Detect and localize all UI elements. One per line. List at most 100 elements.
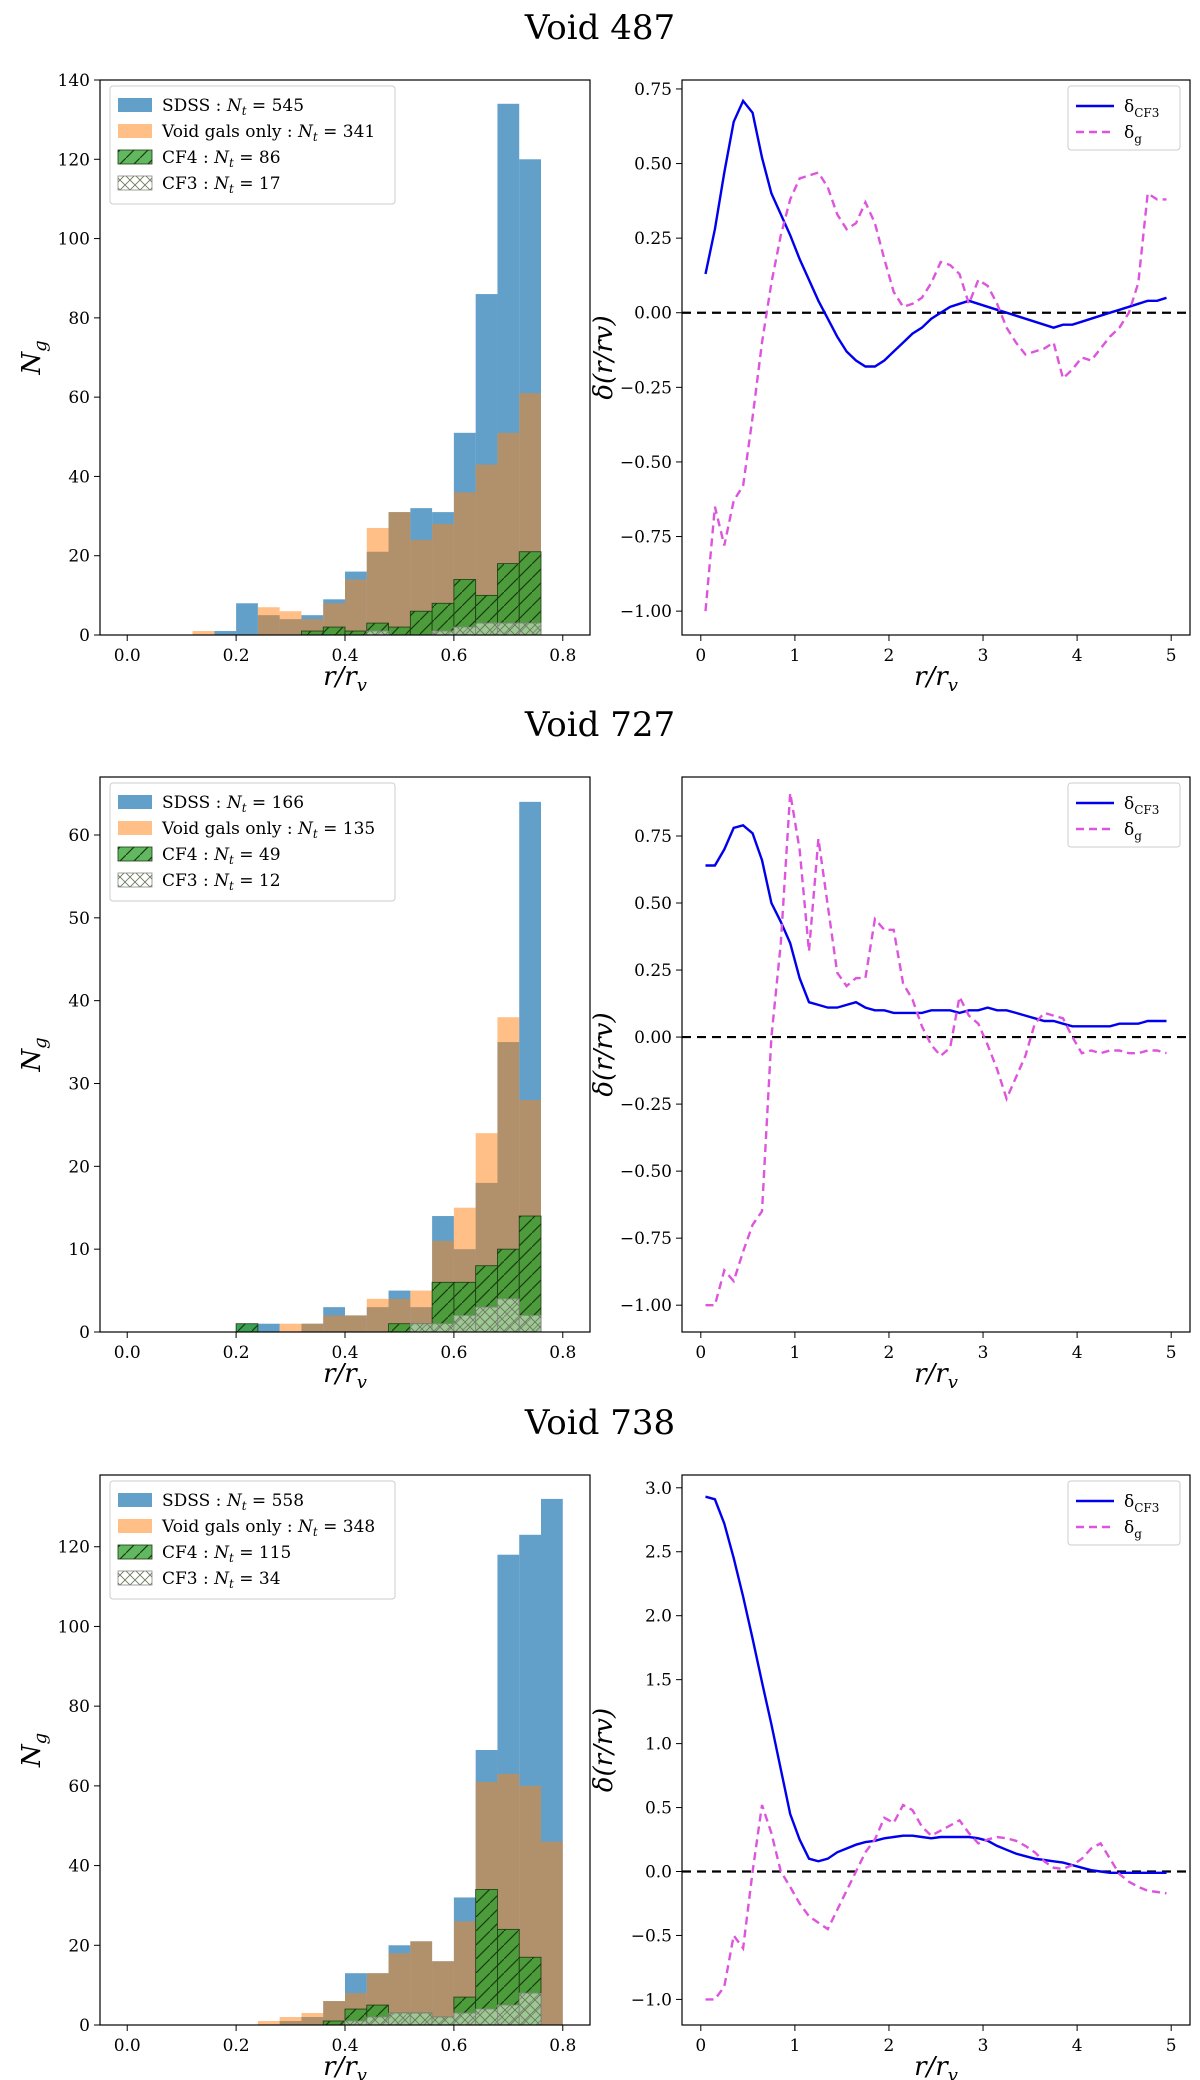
void-gals-bar xyxy=(301,2013,324,2025)
x-axis-label: r/rv xyxy=(914,662,958,696)
y-tick-label: 0.0 xyxy=(645,1863,672,1883)
y-axis-label: Ng xyxy=(17,340,51,375)
y-tick-label: 60 xyxy=(68,826,90,846)
cf4-bar-hatch xyxy=(453,579,476,635)
void-title: Void 487 xyxy=(524,8,676,48)
y-tick-label: −0.50 xyxy=(620,1162,672,1182)
cf4-bar-hatch xyxy=(301,631,324,635)
x-axis-label: r/rv xyxy=(914,1359,958,1393)
x-tick-label: 3 xyxy=(978,2036,989,2056)
cf4-bar-hatch xyxy=(388,1323,411,1332)
y-tick-label: 20 xyxy=(68,1157,90,1177)
y-tick-label: 0.75 xyxy=(634,80,672,100)
void-gals-bar xyxy=(323,2001,345,2025)
legend-swatch xyxy=(118,98,152,112)
x-tick-label: 1 xyxy=(789,646,800,666)
y-tick-label: −0.50 xyxy=(620,453,672,473)
void-gals-bar xyxy=(257,607,280,635)
legend-swatch-hatch xyxy=(118,873,152,887)
legend-label: CF4 : Nt = 49 xyxy=(162,845,281,867)
legend-label: SDSS : Nt = 166 xyxy=(162,793,304,815)
cf3-bar-hatch xyxy=(432,1323,454,1332)
cf4-bar-hatch xyxy=(519,551,541,635)
y-tick-label: 1.5 xyxy=(645,1671,672,1691)
x-tick-label: 5 xyxy=(1166,2036,1177,2056)
legend-label: SDSS : Nt = 558 xyxy=(162,1491,304,1513)
void-gals-bar xyxy=(475,464,498,635)
legend-label: δg xyxy=(1124,1518,1142,1541)
x-tick-label: 4 xyxy=(1072,1343,1083,1363)
y-tick-label: −0.25 xyxy=(620,378,672,398)
cf3-bar-hatch xyxy=(497,2005,520,2025)
y-tick-label: 0.50 xyxy=(634,894,672,914)
legend-swatch-hatch xyxy=(118,150,152,164)
cf4-bar-hatch xyxy=(475,1889,498,2025)
y-tick-label: 0.00 xyxy=(634,1028,672,1048)
void-gals-bar xyxy=(410,1290,433,1332)
y-tick-label: 120 xyxy=(58,1538,90,1558)
legend-box xyxy=(1067,1480,1181,1546)
legend-box xyxy=(109,782,396,902)
y-tick-label: 40 xyxy=(68,992,90,1012)
cf3-bar-hatch xyxy=(519,1315,541,1332)
y-axis-label: Ng xyxy=(17,1037,51,1072)
cf3-bar-hatch xyxy=(410,2013,433,2025)
y-tick-label: 1.0 xyxy=(645,1735,672,1755)
y-tick-label: −1.00 xyxy=(620,602,672,622)
histogram-chart: 0.0 0.2 0.4 0.6 0.8 0 20 40 60 80 100 120 r/rv Ng SDSS… xyxy=(17,1474,591,2080)
cf3-bar-hatch xyxy=(519,623,541,635)
cf3-bar-hatch xyxy=(366,631,389,635)
x-tick-label: 4 xyxy=(1072,646,1083,666)
x-tick-label: 0.6 xyxy=(440,646,467,666)
legend-label: Void gals only : Nt = 341 xyxy=(161,122,375,144)
void-gals-bar xyxy=(366,527,389,635)
cf4-bar-hatch xyxy=(366,623,389,635)
legend-box xyxy=(1067,85,1181,151)
void-gals-bar xyxy=(192,631,215,635)
y-axis-label: δ(r/rv) xyxy=(589,315,619,399)
histogram-chart: 0.0 0.2 0.4 0.6 0.8 0 10 20 30 40 50 60 r/rv Ng SDSS :… xyxy=(17,776,591,1393)
cf4-bar-hatch xyxy=(323,627,345,635)
cf3-bar-hatch xyxy=(453,627,476,635)
y-axis-label: Ng xyxy=(17,1733,51,1768)
cf4-bar-hatch xyxy=(388,627,411,635)
x-axis-label: r/rv xyxy=(323,2052,367,2080)
cf4-bar-hatch xyxy=(432,603,454,635)
x-tick-label: 0 xyxy=(695,1343,706,1363)
y-tick-label: 60 xyxy=(68,388,90,408)
legend-label: δCF3 xyxy=(1124,1492,1159,1515)
x-tick-label: 0.2 xyxy=(223,2036,250,2056)
sdss-bar xyxy=(214,631,237,635)
legend-label: CF4 : Nt = 115 xyxy=(162,1543,291,1565)
legend-swatch xyxy=(118,1519,152,1533)
y-axis-label: δ(r/rv) xyxy=(589,1708,619,1792)
x-tick-label: 5 xyxy=(1166,646,1177,666)
legend-swatch-hatch xyxy=(118,1545,152,1559)
x-tick-label: 0 xyxy=(695,2036,706,2056)
cf3-bar-hatch xyxy=(388,2013,411,2025)
void-gals-bar xyxy=(366,1298,389,1332)
x-tick-label: 0.0 xyxy=(114,1343,141,1363)
y-tick-label: 0.25 xyxy=(634,229,672,249)
y-tick-label: 100 xyxy=(58,1617,90,1637)
y-tick-label: 0.00 xyxy=(634,304,672,324)
y-tick-label: −0.75 xyxy=(620,528,672,548)
x-tick-label: 2 xyxy=(884,646,895,666)
x-tick-label: 0.6 xyxy=(440,2036,467,2056)
cf3-bar-hatch xyxy=(453,1315,476,1332)
delta-g-line xyxy=(704,171,1167,612)
cf4-bar-hatch xyxy=(323,2021,345,2025)
plot-frame xyxy=(681,79,1191,636)
y-tick-label: 60 xyxy=(68,1777,90,1797)
x-tick-label: 0 xyxy=(695,646,706,666)
cf4-bar-hatch xyxy=(345,631,367,635)
y-tick-label: 2.5 xyxy=(645,1543,672,1563)
y-axis-label: δ(r/rv) xyxy=(589,1012,619,1096)
y-tick-label: 40 xyxy=(68,467,90,487)
cf3-bar-hatch xyxy=(475,623,498,635)
cf4-bar-hatch xyxy=(236,1323,258,1332)
x-tick-label: 1 xyxy=(789,1343,800,1363)
x-tick-label: 3 xyxy=(978,1343,989,1363)
void-gals-bar xyxy=(279,2017,302,2025)
x-tick-label: 0.8 xyxy=(549,1343,576,1363)
